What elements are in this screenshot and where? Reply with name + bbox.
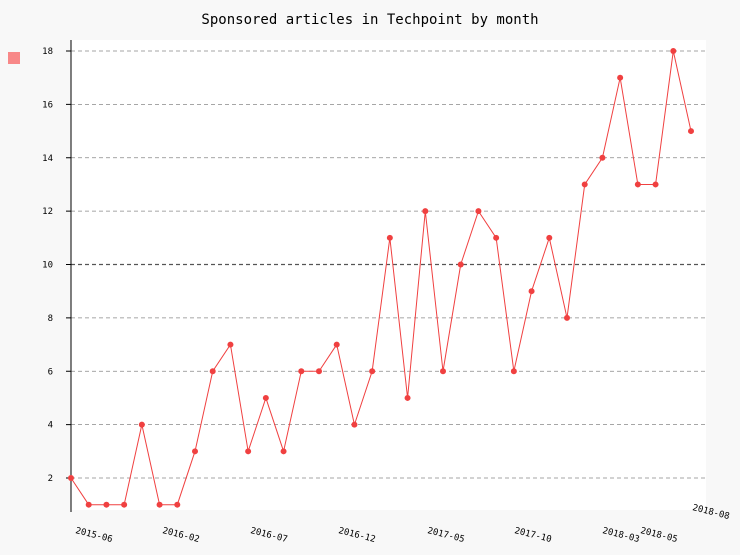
data-point-16: [351, 421, 358, 428]
y-tick-label-16: 16: [42, 100, 53, 110]
data-point-20: [422, 208, 429, 215]
data-point-17: [369, 368, 376, 375]
x-tick-label-2018-03: 2018-03: [601, 526, 640, 545]
data-point-3: [121, 501, 128, 508]
data-point-25: [510, 368, 517, 375]
data-point-30: [599, 154, 606, 161]
x-tick-label-2016-12: 2016-12: [337, 526, 376, 545]
data-point-4: [138, 421, 145, 428]
data-point-0: [68, 475, 74, 481]
data-point-18: [386, 234, 393, 241]
data-point-10: [245, 448, 252, 455]
data-point-19: [404, 394, 411, 401]
gridlines: [71, 50, 706, 479]
data-point-26: [528, 288, 535, 295]
y-tick-label-4: 4: [48, 421, 53, 431]
data-point-23: [475, 208, 482, 215]
data-point-11: [262, 394, 269, 401]
data-point-5: [156, 501, 163, 508]
data-point-13: [298, 368, 305, 375]
data-point-28: [564, 314, 570, 321]
series-group: [68, 48, 694, 508]
data-point-32: [634, 181, 641, 188]
data-point-7: [192, 448, 198, 455]
data-point-31: [617, 74, 624, 81]
y-tick-label-8: 8: [48, 314, 53, 324]
y-tick-labels: 2 4 6 8 10 12 14 16 18: [42, 47, 71, 484]
data-point-21: [440, 368, 446, 375]
data-point-24: [493, 234, 500, 241]
plot-area: [71, 40, 706, 510]
x-tick-label-2015-06: 2015-06: [74, 526, 113, 545]
data-point-29: [581, 181, 588, 188]
y-tick-label-14: 14: [42, 154, 53, 164]
x-tick-label-2016-02: 2016-02: [161, 526, 200, 545]
y-tick-label-6: 6: [48, 367, 53, 377]
x-tick-label-2016-07: 2016-07: [249, 526, 288, 545]
y-tick-label-12: 12: [42, 207, 53, 217]
legend-swatch: [8, 52, 20, 64]
data-point-6: [174, 501, 181, 508]
y-tick-label-18: 18: [42, 47, 53, 57]
x-tick-label-2017-10: 2017-10: [513, 526, 552, 545]
data-point-1: [85, 501, 92, 508]
data-point-27: [546, 234, 553, 241]
x-tick-label-2017-05: 2017-05: [426, 526, 465, 545]
data-point-12: [280, 448, 287, 455]
data-point-35: [688, 128, 694, 135]
chart-title: Sponsored articles in Techpoint by month: [201, 12, 538, 28]
y-tick-label-2: 2: [48, 474, 53, 484]
x-tick-label-2018-08: 2018-08: [691, 503, 730, 522]
x-tick-label-2018-05: 2018-05: [639, 526, 678, 545]
data-point-2: [103, 501, 110, 508]
data-point-34: [670, 48, 677, 54]
data-point-8: [209, 368, 216, 375]
data-point-9: [227, 341, 234, 348]
data-point-15: [333, 341, 340, 348]
y-tick-label-10: 10: [42, 261, 53, 271]
data-point-33: [652, 181, 659, 188]
data-point-22: [457, 261, 464, 268]
data-point-14: [316, 368, 322, 375]
